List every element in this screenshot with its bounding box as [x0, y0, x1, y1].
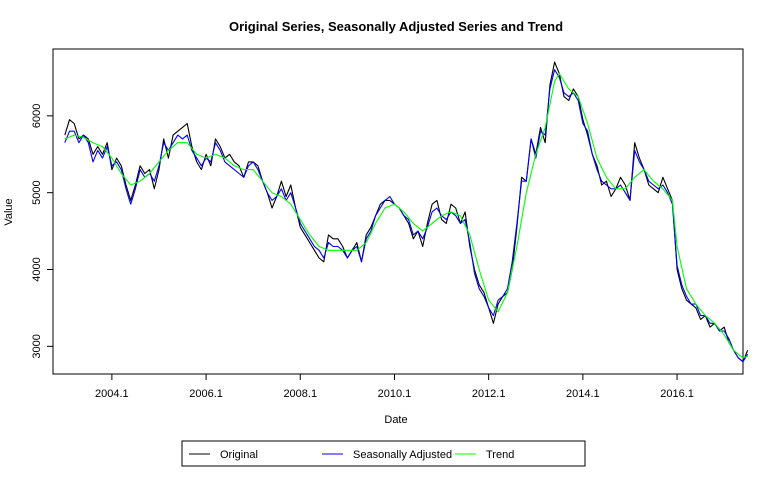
y-tick-label: 3000	[31, 334, 43, 358]
y-axis: 3000 4000 5000 6000	[31, 104, 54, 359]
chart-title: Original Series, Seasonally Adjusted Ser…	[229, 19, 563, 34]
x-axis: 2004.1 2006.1 2008.1 2010.1 2012.1 2014.1 2016…	[95, 373, 694, 400]
x-tick-label: 2008.1	[283, 388, 317, 400]
legend-label-original: Original	[220, 449, 258, 461]
series-line-seasonally-adjusted	[64, 69, 749, 363]
series-layer	[64, 61, 749, 363]
legend: Original Seasonally Adjusted Trend	[181, 440, 586, 467]
y-tick-label: 5000	[31, 180, 43, 204]
x-tick-label: 2010.1	[378, 388, 412, 400]
legend-box	[181, 440, 586, 467]
plot-area	[52, 48, 744, 375]
x-tick-label: 2004.1	[95, 388, 129, 400]
x-tick-label: 2014.1	[566, 388, 600, 400]
series-line-trend	[64, 73, 748, 359]
x-tick-label: 2012.1	[472, 388, 506, 400]
y-tick-label: 6000	[31, 104, 43, 128]
legend-label-seasonally-adjusted: Seasonally Adjusted	[353, 449, 452, 461]
y-axis-label: Value	[3, 198, 15, 225]
legend-label-trend: Trend	[486, 449, 514, 461]
series-line-original	[64, 61, 749, 363]
x-axis-label: Date	[384, 414, 407, 426]
y-tick-label: 4000	[31, 257, 43, 281]
x-tick-label: 2006.1	[189, 388, 223, 400]
x-tick-label: 2016.1	[660, 388, 694, 400]
